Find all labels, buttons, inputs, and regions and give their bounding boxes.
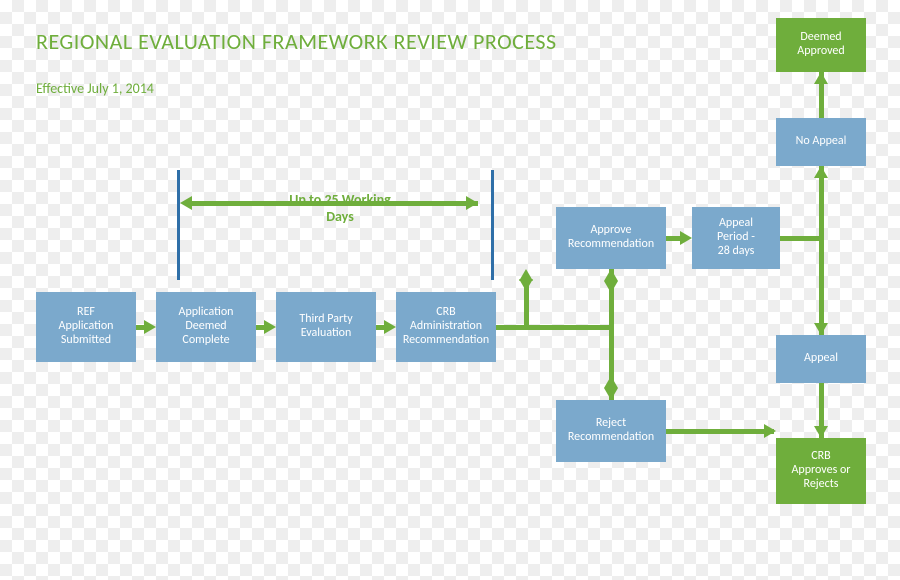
node-deemed: DeemedApproved [776,18,866,72]
page-title: REGIONAL EVALUATION FRAMEWORK REVIEW PRO… [36,28,557,55]
node-thirdparty: Third PartyEvaluation [276,292,376,362]
bracket-right [491,170,494,280]
node-approve: ApproveRecommendation [556,207,666,269]
span-label: Up to 25 Working Days [275,191,405,225]
bracket-left [177,170,180,280]
node-ref: REFApplicationSubmitted [36,292,136,362]
node-complete: ApplicationDeemedComplete [156,292,256,362]
effective-date: Effective July 1, 2014 [36,80,154,97]
node-noappeal: No Appeal [776,118,866,166]
node-appeal: Appeal [776,335,866,383]
node-crbfinal: CRBApproves orRejects [776,438,866,504]
node-reject: RejectRecommendation [556,400,666,462]
node-appealper: AppealPeriod -28 days [692,207,780,269]
flowchart-stage: REGIONAL EVALUATION FRAMEWORK REVIEW PRO… [0,0,900,580]
node-crbadmin: CRBAdministrationRecommendation [396,292,496,362]
